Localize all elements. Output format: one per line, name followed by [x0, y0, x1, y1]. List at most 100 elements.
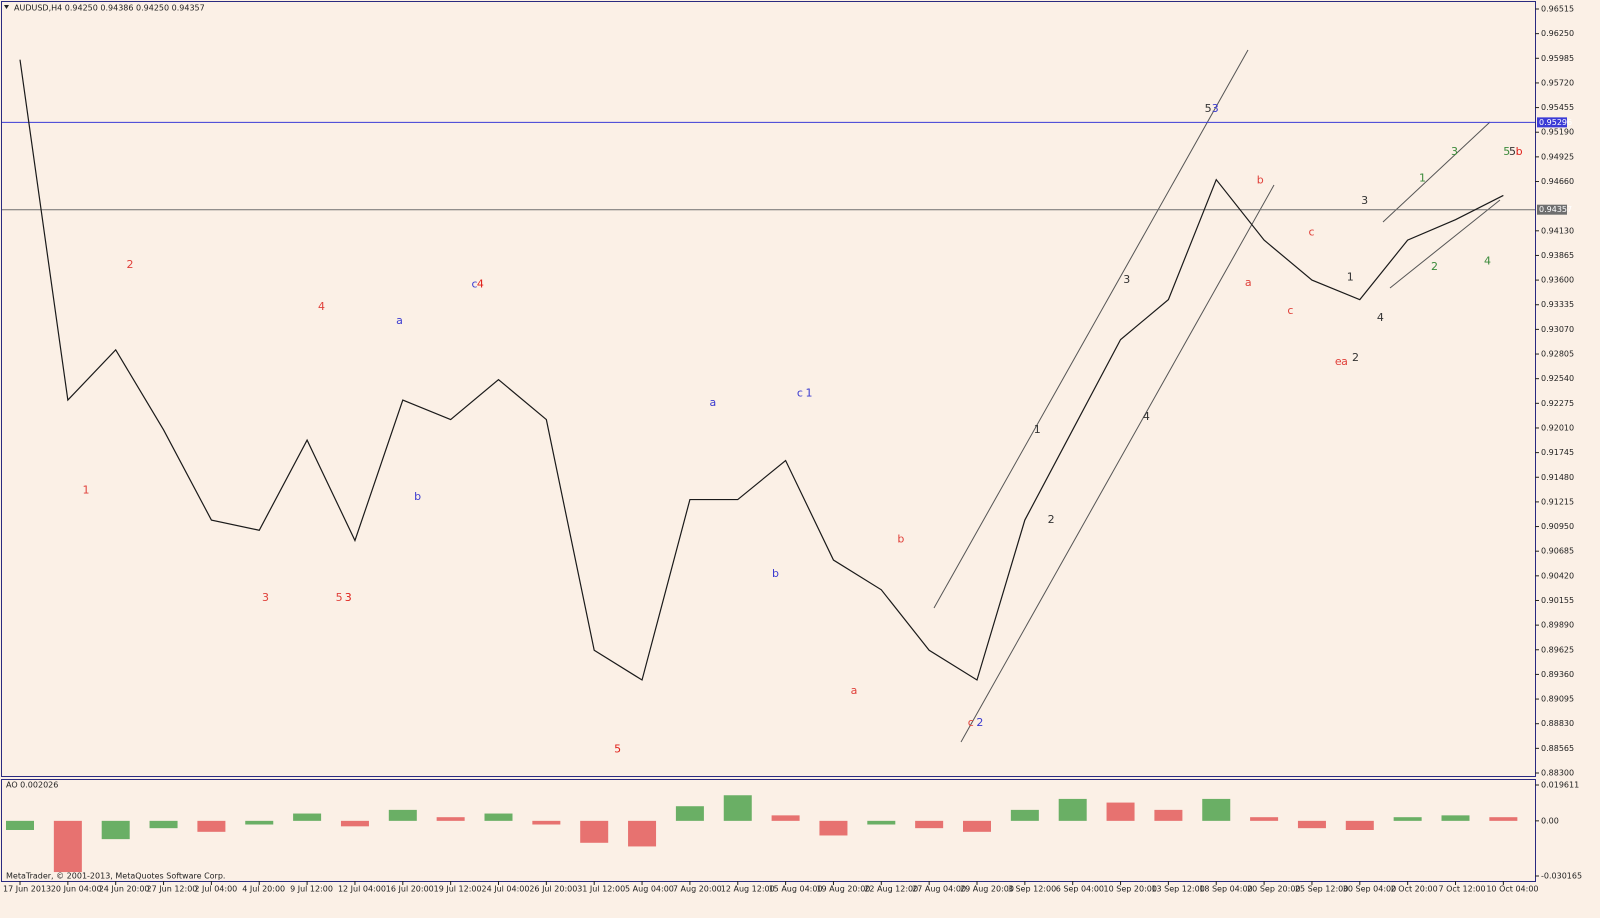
y-tick-label: 0.94130 — [1541, 226, 1574, 235]
ao-bar — [197, 820, 226, 832]
ao-panel — [1, 779, 1536, 882]
ao-bar — [1250, 817, 1279, 821]
y-tick-label: 0.93335 — [1541, 300, 1574, 309]
ao-bar — [1297, 820, 1326, 829]
ao-bar — [6, 820, 34, 830]
wave-label: 2 — [127, 258, 134, 271]
x-tick-label: 12 Aug 12:00 — [721, 885, 775, 894]
y-tick-label: 0.88830 — [1541, 719, 1574, 728]
ao-bar — [771, 815, 800, 821]
x-tick-label: 20 Sep 20:00 — [1247, 885, 1300, 894]
wave-label: 2 — [1431, 260, 1438, 273]
wave-label: 3 — [1212, 102, 1219, 115]
y-tick-label: 0.95985 — [1541, 54, 1574, 63]
ao-bar — [245, 820, 274, 825]
ao-bar — [628, 820, 657, 847]
wave-label: 3 — [1361, 194, 1368, 207]
y-tick-label: 0.00 — [1541, 816, 1559, 825]
wave-label: 5 — [1503, 145, 1510, 158]
wave-label: 1 — [806, 387, 813, 400]
wave-label: 1 — [1347, 270, 1354, 283]
ao-bar — [819, 820, 848, 836]
x-tick-label: 24 Jul 04:00 — [482, 885, 530, 894]
wave-label: 1 — [83, 483, 90, 496]
y-tick-label: 0.90950 — [1541, 522, 1574, 531]
ao-bar — [963, 820, 991, 832]
wave-label: 3 — [345, 591, 352, 604]
y-tick-label: 0.91215 — [1541, 497, 1574, 506]
ao-title: AO 0.002026 — [6, 781, 58, 790]
y-tick-label: 0.94925 — [1541, 152, 1574, 161]
trend-line — [933, 49, 1249, 609]
wave-label: a — [851, 684, 858, 697]
wave-label: 4 — [477, 278, 484, 291]
wave-label: 2 — [1352, 351, 1359, 364]
trend-line — [960, 184, 1275, 743]
y-tick-label: 0.93070 — [1541, 325, 1574, 334]
y-tick-label: 0.92010 — [1541, 423, 1574, 432]
x-tick-label: 22 Aug 12:00 — [864, 885, 918, 894]
x-tick-label: 24 Jun 20:00 — [99, 885, 150, 894]
y-tick-label: 0.88300 — [1541, 769, 1574, 778]
y-tick-label: 0.88565 — [1541, 744, 1574, 753]
ao-bar — [1441, 815, 1470, 821]
ao-bar — [101, 820, 130, 840]
wave-label: a — [1245, 276, 1252, 289]
y-tick-label: 0.90685 — [1541, 547, 1574, 556]
wave-label: b — [1257, 174, 1264, 187]
wave-label: b — [897, 533, 904, 546]
x-tick-label: 18 Sep 04:00 — [1199, 885, 1252, 894]
ao-bar — [436, 817, 465, 821]
y-tick-label: 0.89095 — [1541, 695, 1574, 704]
ao-bar — [1106, 802, 1135, 821]
ao-bar — [723, 795, 752, 821]
ao-bar — [1393, 817, 1422, 821]
y-tick-label: 0.95720 — [1541, 78, 1574, 87]
x-tick-label: 20 Jun 04:00 — [51, 885, 102, 894]
wave-label: 1 — [1419, 172, 1426, 185]
footer: MetaTrader, © 2001-2013, MetaQuotes Soft… — [6, 872, 225, 881]
ao-bar — [580, 820, 609, 843]
x-tick-label: 2 Oct 20:00 — [1391, 885, 1438, 894]
x-tick-label: 27 Jun 12:00 — [147, 885, 198, 894]
wave-label: 2 — [976, 716, 983, 729]
x-tick-label: 5 Aug 04:00 — [625, 885, 674, 894]
x-tick-label: 29 Aug 20:00 — [960, 885, 1014, 894]
ao-bar — [1202, 798, 1231, 821]
ao-bar — [1010, 809, 1039, 821]
y-tick-label: 0.89890 — [1541, 621, 1574, 630]
x-tick-label: 6 Sep 04:00 — [1056, 885, 1104, 894]
y-tick-label: 0.92540 — [1541, 374, 1574, 383]
x-tick-label: 13 Sep 12:00 — [1151, 885, 1204, 894]
ao-bar — [915, 820, 944, 829]
wave-label: 1 — [1034, 423, 1041, 436]
wave-label: 3 — [1123, 273, 1130, 286]
y-tick-label: 0.92275 — [1541, 399, 1574, 408]
x-tick-label: 17 Jun 2013 — [3, 885, 51, 894]
trend-line — [1389, 199, 1501, 289]
y-tick-label: 0.90155 — [1541, 596, 1574, 605]
x-tick-label: 3 Sep 12:00 — [1008, 885, 1056, 894]
wave-label: a — [396, 314, 403, 327]
wave-label: c — [1308, 226, 1314, 239]
x-tick-label: 7 Oct 12:00 — [1439, 885, 1486, 894]
wave-label: c — [968, 716, 974, 729]
chart-title: AUDUSD,H4 0.94250 0.94386 0.94250 0.9435… — [14, 4, 205, 13]
x-tick-label: 25 Sep 12:00 — [1295, 885, 1348, 894]
wave-label: 3 — [1451, 145, 1458, 158]
x-tick-label: 27 Aug 04:00 — [912, 885, 966, 894]
wave-label: 5 — [336, 591, 343, 604]
title-arrow — [4, 5, 9, 9]
wave-label: b — [772, 567, 779, 580]
wave-label: e — [1335, 355, 1342, 368]
wave-label: 2 — [1048, 513, 1055, 526]
x-tick-label: 7 Aug 20:00 — [673, 885, 722, 894]
y-tick-label: 0.91745 — [1541, 448, 1574, 457]
y-tick-label: 0.90420 — [1541, 571, 1574, 580]
y-tick-label: 0.93600 — [1541, 276, 1574, 285]
x-tick-label: 10 Oct 04:00 — [1486, 885, 1538, 894]
y-tick-label: 0.93865 — [1541, 251, 1574, 260]
y-tick-label: -0.030165 — [1541, 872, 1582, 881]
ao-bar — [484, 813, 513, 821]
